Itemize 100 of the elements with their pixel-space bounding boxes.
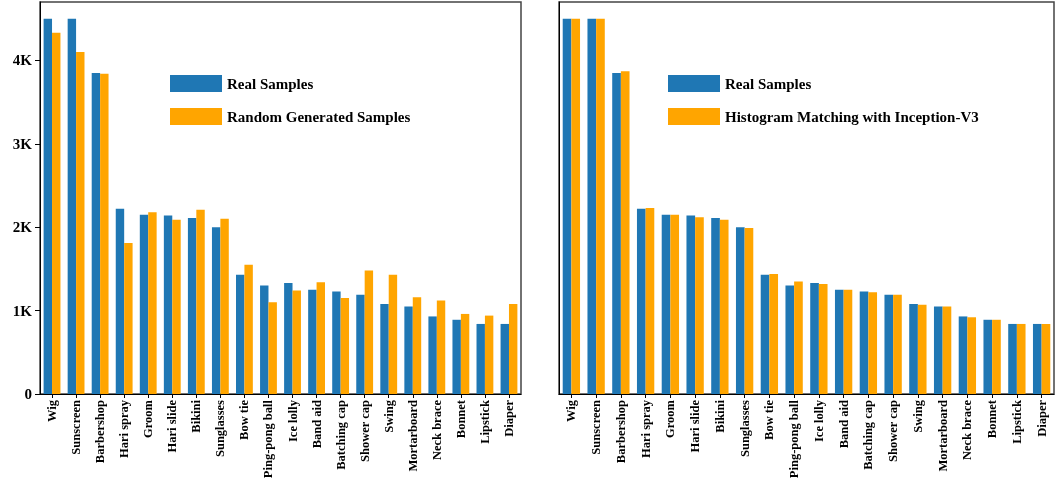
bar	[172, 219, 181, 394]
x-tick-label: Sunscreen	[589, 399, 604, 455]
bar	[100, 73, 109, 394]
bar	[52, 32, 61, 394]
bar	[220, 218, 229, 394]
bar	[893, 294, 902, 394]
bar	[967, 317, 977, 394]
x-tick-label: Band aid	[836, 399, 851, 449]
bar	[917, 304, 927, 394]
bar	[810, 283, 819, 394]
bar	[859, 291, 869, 394]
x-tick-label: Batching cap	[333, 399, 348, 470]
legend-label: Real Samples	[725, 75, 812, 92]
bar	[596, 18, 605, 394]
y-tick-label: 3K	[12, 135, 33, 152]
x-tick-label: Ice lolly	[811, 399, 826, 443]
x-tick-label: Band aid	[309, 399, 324, 449]
x-tick-label: Bikini	[712, 399, 727, 433]
bar	[587, 18, 597, 394]
bar	[76, 52, 85, 394]
bar	[818, 283, 828, 394]
bar	[268, 302, 277, 394]
bar	[909, 303, 918, 394]
bar	[834, 289, 844, 394]
bar	[91, 72, 101, 394]
x-tick-label: Wig	[564, 399, 579, 422]
bar	[436, 300, 446, 394]
x-tick-label: Bikini	[189, 399, 204, 433]
y-tick-label: 0	[24, 386, 32, 402]
x-tick-label: Swing	[381, 399, 396, 433]
bar	[476, 323, 485, 394]
y-tick-label: 4K	[12, 52, 33, 69]
x-tick-label: Ping-pong ball	[787, 399, 802, 479]
bar	[735, 227, 745, 394]
bar	[139, 214, 149, 394]
x-tick-label: Hari spray	[638, 399, 653, 458]
x-tick-label: Hari slide	[688, 399, 703, 453]
bar	[380, 303, 389, 394]
bar	[670, 214, 680, 394]
bar	[636, 208, 646, 394]
x-tick-label: Lipstick	[477, 399, 492, 444]
bar	[340, 298, 350, 394]
x-tick-label: Diaper	[1034, 399, 1049, 437]
x-tick-label: Batching cap	[861, 399, 876, 470]
bar	[428, 316, 437, 394]
x-tick-label: Neck brace	[429, 399, 444, 461]
bar	[187, 218, 197, 394]
x-tick-label: Mortarboard	[405, 399, 420, 472]
bar	[124, 243, 133, 394]
x-tick-label: Diaper	[501, 399, 516, 437]
bar	[1032, 323, 1042, 394]
bar	[645, 208, 655, 394]
legend-label: Histogram Matching with Inception-V3	[725, 108, 979, 125]
x-tick-label: Mortarboard	[935, 399, 950, 472]
bar	[332, 291, 341, 394]
bar	[388, 274, 398, 394]
bar	[1008, 323, 1017, 394]
x-tick-label: Bow tie	[762, 399, 777, 440]
bar	[1041, 323, 1051, 394]
x-tick-label: Sunglasses	[737, 399, 752, 457]
bar	[364, 270, 374, 394]
bar	[695, 217, 704, 394]
bar	[43, 18, 53, 394]
bar	[308, 289, 317, 394]
x-tick-label: Hari slide	[165, 399, 180, 453]
x-tick-label: Barbershop	[93, 399, 108, 464]
bar	[148, 212, 157, 394]
bar	[760, 274, 770, 394]
bar	[211, 227, 221, 394]
bar	[744, 228, 754, 394]
bar	[452, 319, 461, 394]
legend-label: Random Generated Samples	[227, 108, 411, 125]
x-tick-label: Groom	[141, 399, 156, 438]
bar	[933, 306, 943, 394]
bar	[785, 285, 795, 394]
bar	[794, 281, 803, 394]
bar	[163, 215, 173, 394]
bar	[958, 316, 968, 394]
bar	[612, 72, 621, 394]
x-tick-label: Neck brace	[960, 399, 975, 461]
bar	[356, 294, 365, 394]
bar	[67, 18, 77, 394]
bar	[620, 71, 630, 394]
bar	[460, 313, 470, 394]
bar	[711, 218, 720, 394]
x-tick-label: Hari spray	[117, 399, 132, 458]
x-tick-label: Barbershop	[613, 399, 628, 464]
y-tick-label: 1K	[12, 302, 33, 319]
bar	[316, 282, 325, 394]
bar	[843, 289, 853, 394]
bar	[992, 319, 1001, 394]
x-tick-label: Groom	[663, 399, 678, 438]
x-tick-label: Sunglasses	[213, 399, 228, 457]
x-tick-label: Lipstick	[1009, 399, 1024, 444]
x-tick-label: Shower cap	[357, 399, 372, 462]
bar	[404, 306, 413, 394]
bar	[983, 319, 993, 394]
y-tick-label: 2K	[12, 219, 33, 236]
x-tick-label: Swing	[910, 399, 925, 433]
bar	[196, 209, 205, 394]
